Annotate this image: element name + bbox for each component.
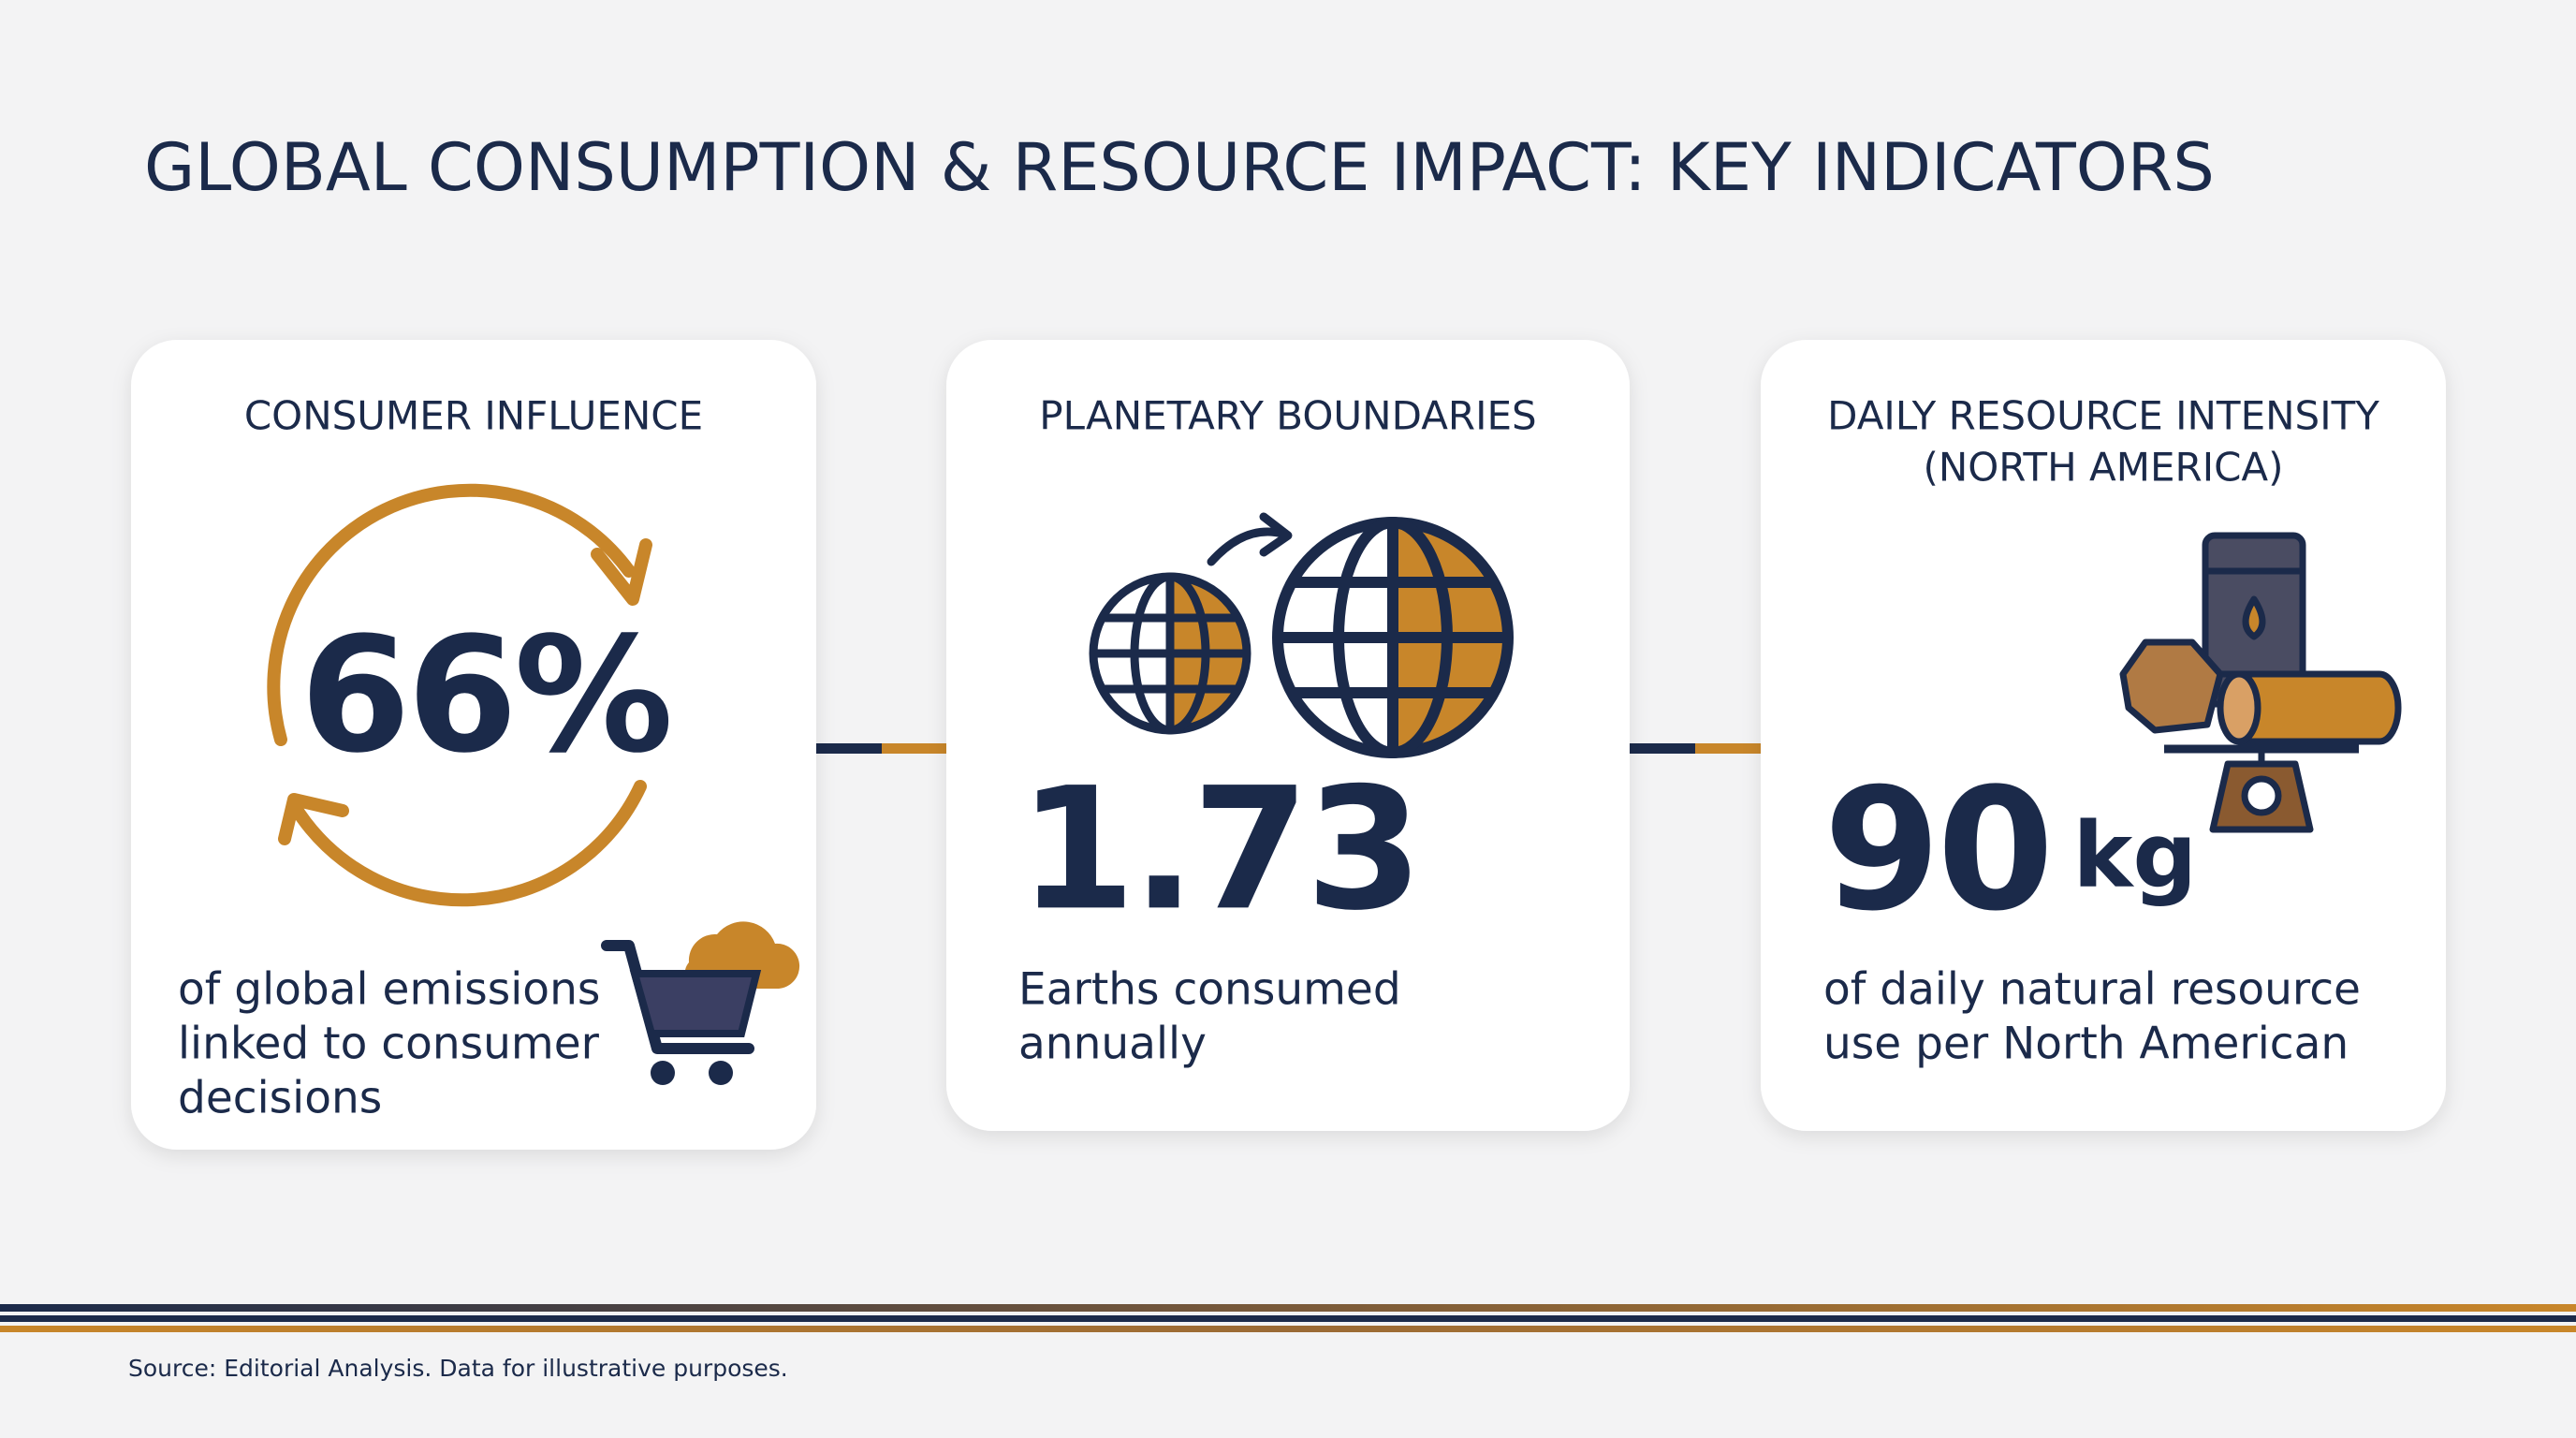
card-value: 1.73	[1018, 752, 1419, 947]
card-description: of daily natural resource	[1823, 964, 2361, 1016]
card-heading: PLANETARY BOUNDARIES	[1039, 393, 1536, 439]
connector	[816, 743, 1761, 754]
value-number: 90	[1823, 753, 2051, 948]
value-unit: kg	[2073, 803, 2198, 908]
cycle-icon	[267, 483, 652, 907]
card-description: annually	[1018, 1019, 1207, 1070]
card-heading: CONSUMER INFLUENCE	[244, 393, 703, 439]
footer-stripes	[0, 1304, 2576, 1332]
card-description: of global emissions	[178, 964, 600, 1016]
resources-icon	[2119, 532, 2402, 833]
cart-icon	[601, 921, 800, 1085]
globe-icon	[1089, 512, 1514, 758]
title: GLOBAL CONSUMPTION & RESOURCE IMPACT: KE…	[144, 129, 2215, 206]
card-value: 90 kg	[1823, 753, 2197, 948]
card-description: decisions	[178, 1073, 382, 1124]
source: Source: Editorial Analysis. Data for ill…	[128, 1355, 788, 1382]
card-value: 66%	[300, 603, 670, 788]
card-heading: DAILY RESOURCE INTENSITY	[1827, 393, 2379, 439]
card-heading: (NORTH AMERICA)	[1923, 445, 2283, 491]
card-description: linked to consumer	[178, 1019, 600, 1070]
card-description: Earths consumed	[1018, 964, 1401, 1016]
card-description: use per North American	[1823, 1019, 2349, 1070]
